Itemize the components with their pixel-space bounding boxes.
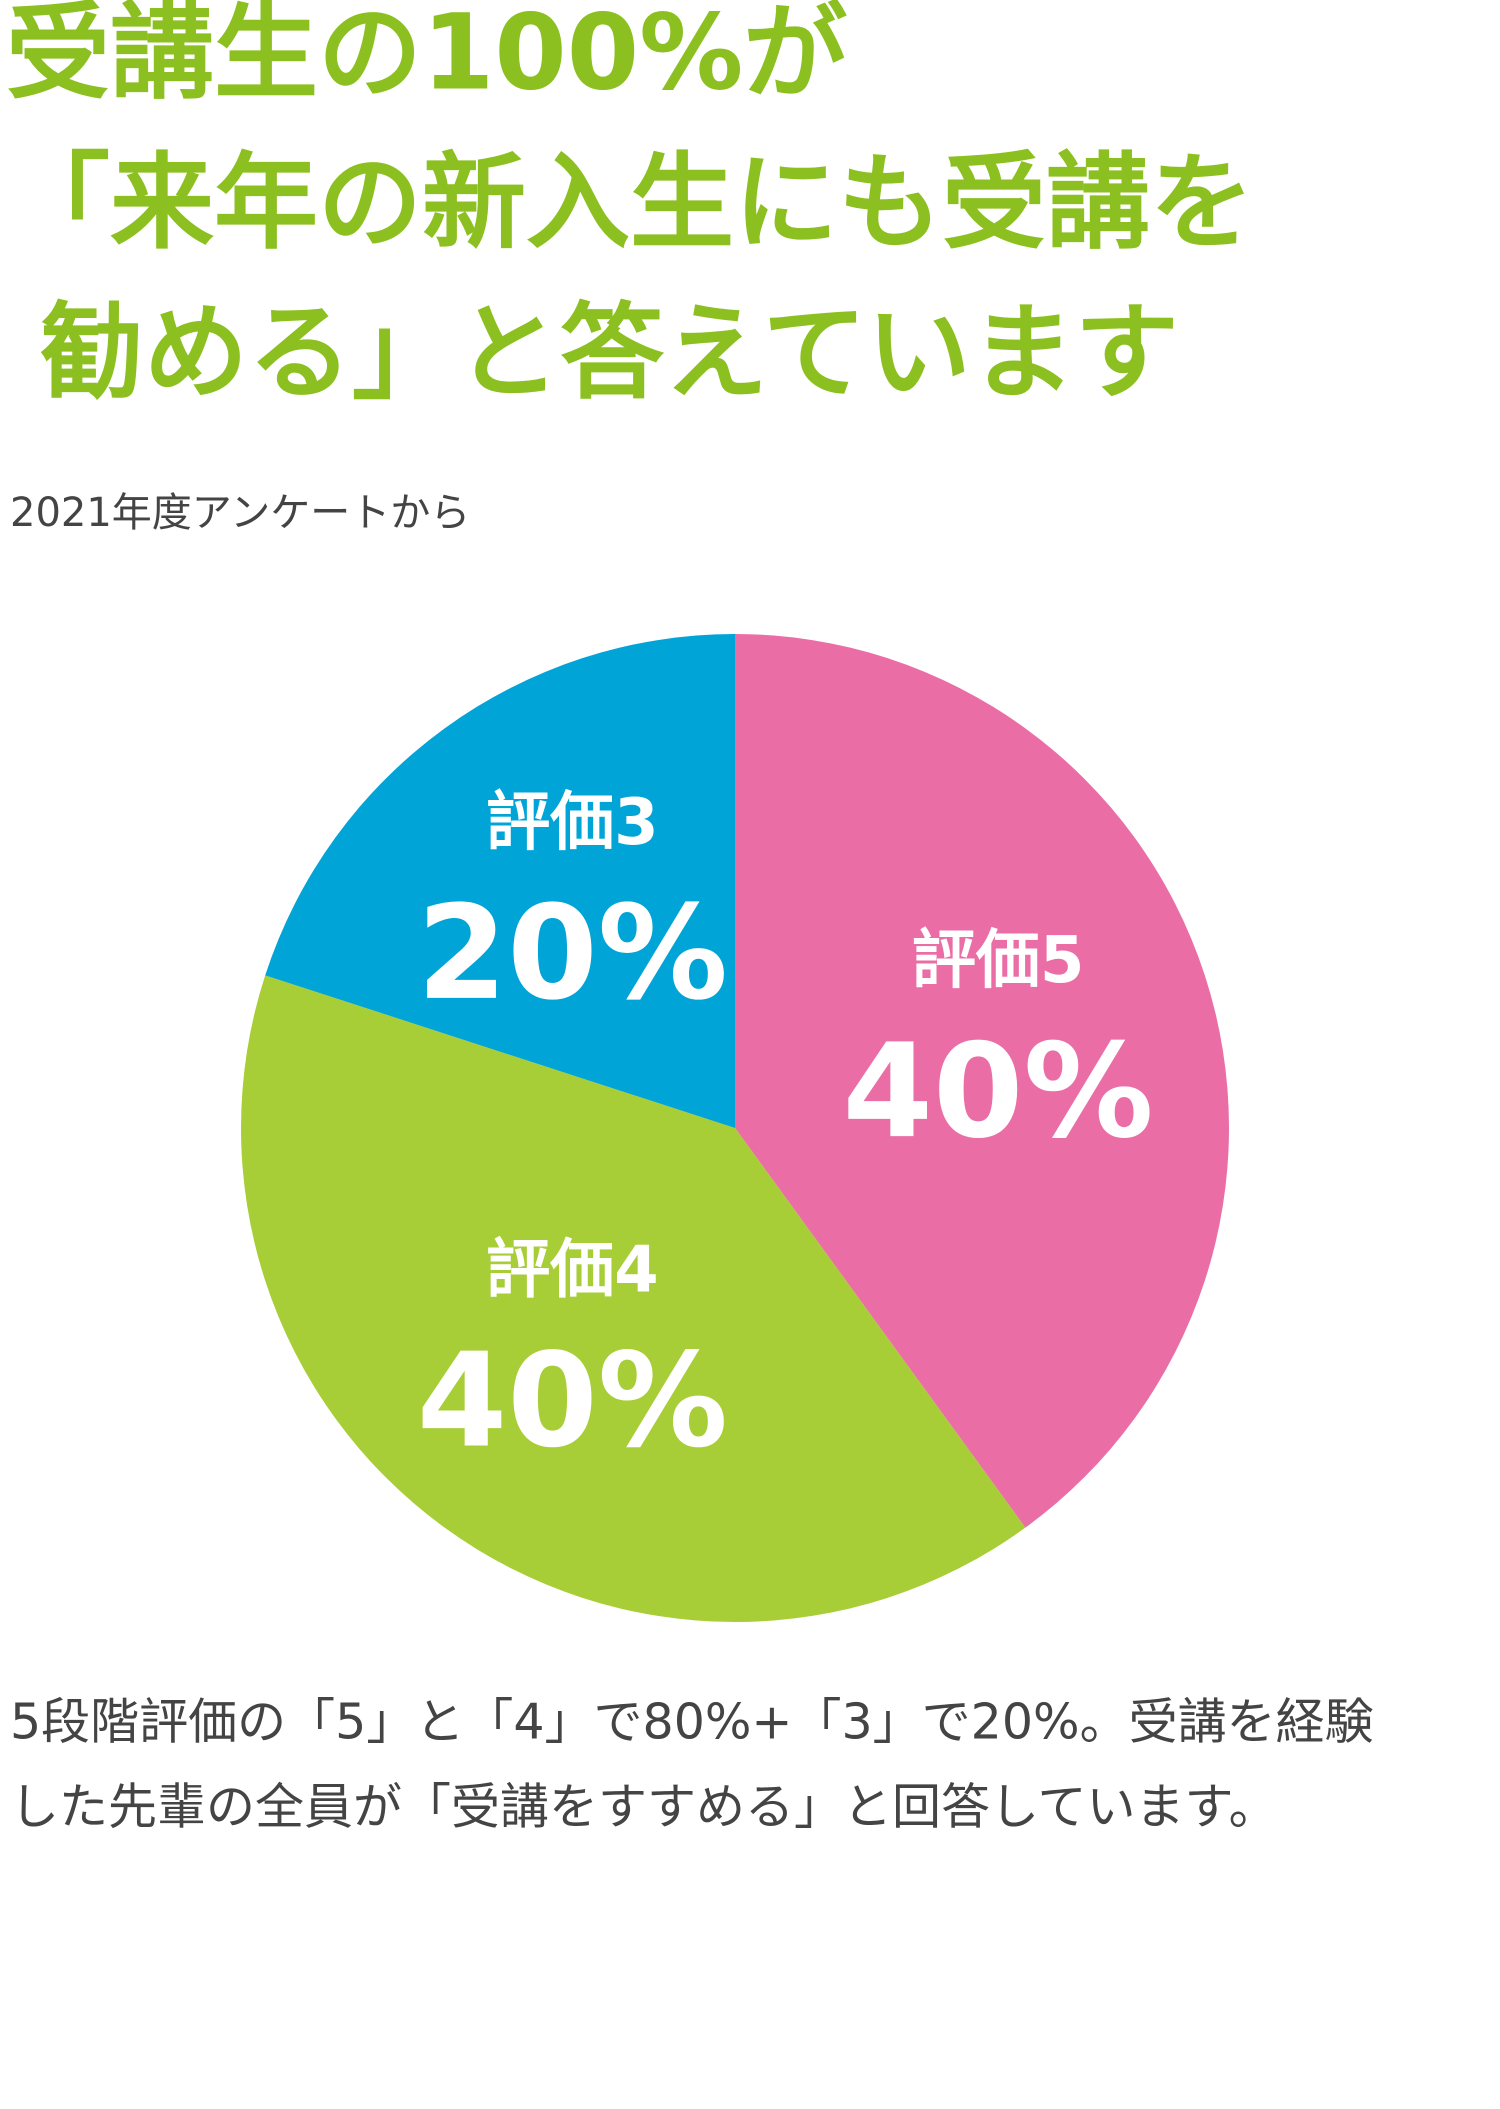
value-label: 40% [417, 1324, 728, 1476]
value-label: 40% [843, 1015, 1154, 1167]
pie-slice [735, 634, 1230, 1528]
slice-label: 評価4 [486, 1233, 659, 1307]
slice-label: 評価3 [486, 786, 659, 860]
subtitle: 2021年度アンケートから [10, 490, 470, 536]
chart-title: 勧める」と答えています [40, 291, 1179, 413]
chart-title: 「来年の新入生にも受講を [6, 141, 1254, 263]
note: した先輩の全員が「受講をすすめる」と回答しています。 [10, 1779, 1278, 1836]
slice-label: 評価5 [912, 924, 1085, 998]
pie-slice [265, 634, 735, 1128]
chart-title: 受講生の100%が [6, 0, 847, 113]
value-label: 20% [417, 877, 728, 1029]
note: 5段階評価の「5」と「4」で80%+「3」で20%。受講を経験 [10, 1694, 1374, 1751]
pie-slice [240, 975, 1026, 1622]
